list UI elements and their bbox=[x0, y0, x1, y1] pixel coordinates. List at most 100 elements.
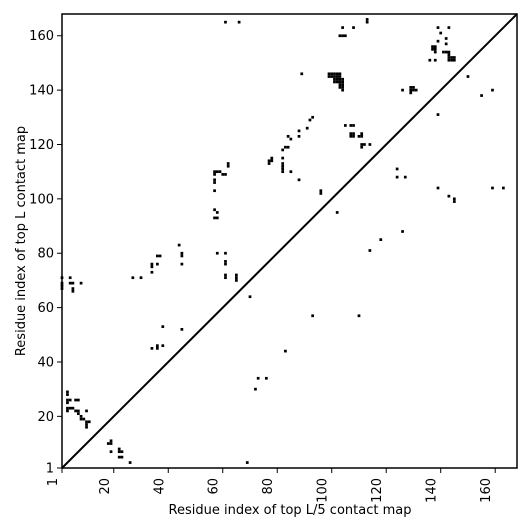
contact-cell bbox=[281, 148, 285, 152]
contact-cell bbox=[338, 77, 342, 81]
contact-cell bbox=[267, 162, 271, 165]
contact-cell bbox=[452, 58, 456, 62]
contact-cell bbox=[224, 273, 227, 277]
contact-cell bbox=[150, 270, 154, 274]
contact-cell bbox=[68, 281, 72, 285]
contact-cell bbox=[284, 349, 287, 353]
contact-cell bbox=[338, 80, 342, 84]
contact-cell bbox=[327, 75, 331, 78]
contact-cell bbox=[180, 251, 184, 255]
contact-cell bbox=[158, 254, 162, 258]
contact-cell bbox=[177, 243, 181, 247]
contact-cell bbox=[433, 50, 437, 54]
contact-cell bbox=[436, 26, 440, 29]
contact-cell bbox=[224, 251, 227, 255]
x-tick-label: 40 bbox=[152, 478, 167, 495]
contact-cell bbox=[221, 173, 225, 176]
contact-cell bbox=[117, 450, 121, 454]
contact-cell bbox=[85, 425, 88, 429]
y-axis-label: Residue index of top L contact map bbox=[14, 126, 29, 356]
contact-cell bbox=[447, 50, 451, 54]
contact-cell bbox=[433, 47, 437, 51]
contact-cell bbox=[155, 347, 159, 350]
contact-cell bbox=[79, 417, 83, 421]
contact-cell bbox=[226, 162, 230, 165]
contact-cell bbox=[66, 406, 69, 410]
contact-cell bbox=[341, 83, 344, 87]
contact-cell bbox=[502, 186, 505, 190]
y-tick-label: 100 bbox=[29, 192, 54, 207]
contact-cell bbox=[281, 167, 285, 171]
contact-cell bbox=[433, 45, 437, 48]
contact-cell bbox=[444, 50, 448, 54]
contact-cell bbox=[224, 276, 227, 280]
contact-cell bbox=[357, 314, 361, 318]
contact-cell bbox=[213, 178, 216, 182]
x-tick-label: 20 bbox=[98, 478, 113, 495]
contact-cell bbox=[289, 170, 293, 174]
contact-cell bbox=[224, 262, 227, 266]
contact-cell bbox=[447, 53, 451, 57]
contact-cell bbox=[128, 461, 132, 464]
contact-cell bbox=[352, 124, 355, 127]
x-tick-label: 140 bbox=[425, 478, 440, 503]
contact-cell bbox=[235, 276, 238, 280]
contact-cell bbox=[349, 124, 353, 127]
contact-cell bbox=[106, 442, 110, 445]
contact-cell bbox=[281, 156, 285, 160]
contact-cell bbox=[447, 194, 451, 198]
contact-cell bbox=[452, 56, 456, 59]
contact-cell bbox=[360, 132, 364, 135]
contact-cell bbox=[412, 86, 415, 89]
contact-cell bbox=[414, 88, 418, 92]
contact-cell bbox=[338, 86, 342, 89]
contact-cell bbox=[224, 260, 227, 263]
contact-cell bbox=[442, 50, 445, 54]
contact-cell bbox=[213, 216, 216, 220]
contact-cell bbox=[71, 289, 75, 293]
contact-cell bbox=[297, 134, 301, 138]
contact-cell bbox=[109, 442, 113, 445]
contact-cell bbox=[330, 72, 334, 76]
contact-cell bbox=[439, 31, 443, 35]
contact-cell bbox=[352, 26, 355, 29]
contact-cell bbox=[109, 439, 113, 443]
contact-cell bbox=[341, 86, 344, 89]
contact-cell bbox=[139, 276, 143, 280]
contact-cell bbox=[215, 251, 219, 255]
contact-cell bbox=[297, 178, 301, 182]
contact-cell bbox=[319, 189, 323, 193]
y-tick-label: 40 bbox=[37, 355, 54, 370]
contact-cell bbox=[338, 72, 342, 76]
contact-cell bbox=[270, 159, 274, 163]
contact-cell bbox=[256, 376, 260, 380]
contact-cell bbox=[308, 118, 312, 122]
contact-cell bbox=[281, 164, 285, 168]
contact-cell bbox=[436, 113, 440, 116]
contact-cell bbox=[491, 88, 494, 92]
contact-cell bbox=[213, 173, 216, 176]
x-tick-label: 100 bbox=[316, 478, 331, 503]
contact-cell bbox=[150, 265, 154, 269]
x-axis-ticks: 1 20 40 60 80 100 120 140 160 bbox=[46, 468, 496, 503]
contact-cell bbox=[409, 86, 413, 89]
contact-cell bbox=[352, 132, 355, 135]
plot-frame bbox=[61, 13, 518, 469]
contact-cell bbox=[311, 314, 315, 318]
contact-cell bbox=[357, 134, 361, 138]
contact-cell bbox=[66, 401, 69, 405]
contact-cell bbox=[447, 58, 451, 62]
y-tick-label: 60 bbox=[37, 301, 54, 316]
contact-cell bbox=[409, 88, 413, 92]
contact-cell bbox=[66, 393, 69, 396]
contact-cell bbox=[333, 80, 336, 84]
contact-cell bbox=[215, 211, 219, 214]
contact-cell bbox=[180, 262, 184, 266]
contact-cell bbox=[235, 273, 238, 277]
contact-cell bbox=[286, 134, 290, 138]
contact-cell bbox=[409, 91, 413, 95]
contact-cell bbox=[82, 417, 86, 421]
contact-cell bbox=[360, 143, 364, 146]
contact-cell bbox=[452, 200, 456, 203]
